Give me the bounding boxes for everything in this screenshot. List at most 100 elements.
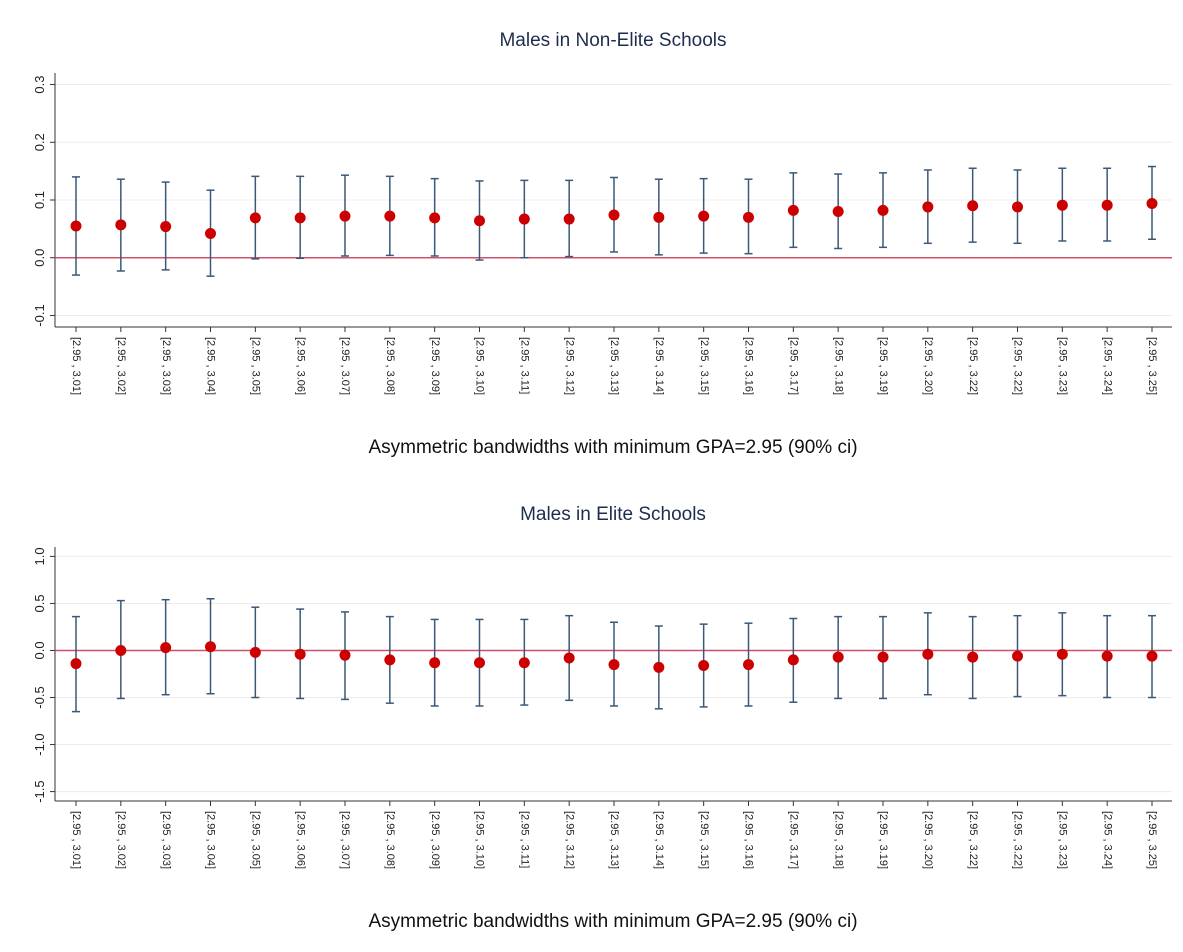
point (70, 220, 82, 232)
x-tick-label: [2.95 , 3.07] (339, 811, 351, 869)
x-tick-label: [2.95 , 3.17] (787, 337, 799, 395)
x-tick-label: [2.95 , 3.09] (429, 811, 441, 869)
point (877, 651, 889, 663)
point (429, 212, 441, 224)
x-tick-label: [2.95 , 3.01] (70, 811, 82, 869)
point (1012, 201, 1023, 213)
x-axis-label: Asymmetric bandwidths with minimum GPA=2… (368, 911, 857, 932)
point (339, 210, 351, 222)
point (563, 213, 575, 225)
point (160, 221, 172, 233)
x-tick-label: [2.95 , 3.06] (294, 811, 306, 869)
point (70, 658, 82, 670)
point (787, 654, 799, 666)
point (115, 219, 127, 231)
point (294, 648, 306, 660)
point (249, 646, 261, 658)
y-tick-label: 0.0 (32, 641, 47, 659)
point (698, 660, 710, 672)
y-tick-label: -0.1 (32, 304, 47, 326)
point (608, 209, 620, 221)
x-tick-label: [2.95 , 3.16] (743, 811, 755, 869)
x-tick-label: [2.95 , 3.22] (1012, 811, 1024, 869)
point (787, 204, 799, 216)
point (474, 657, 485, 669)
point (877, 204, 889, 216)
x-tick-label: [2.95 , 3.05] (249, 811, 261, 869)
x-tick-label: [2.95 , 3.17] (787, 811, 799, 869)
y-tick-label: -1.0 (32, 733, 47, 755)
x-tick-label: [2.95 , 3.24] (1101, 337, 1113, 395)
x-tick-label: [2.95 , 3.10] (474, 811, 486, 869)
x-tick-label: [2.95 , 3.13] (608, 811, 620, 869)
point (384, 654, 396, 666)
x-tick-label: [2.95 , 3.14] (653, 337, 665, 395)
y-tick-label: 0.2 (32, 133, 47, 151)
x-tick-label: [2.95 , 3.11] (518, 811, 530, 868)
point (294, 212, 306, 224)
x-tick-label: [2.95 , 3.03] (160, 337, 172, 395)
point (1146, 197, 1158, 209)
y-tick-label: 1.0 (32, 547, 47, 565)
point (518, 657, 530, 669)
x-tick-label: [2.95 , 3.03] (160, 811, 172, 869)
point (563, 652, 575, 664)
point (1146, 650, 1158, 662)
x-tick-label: [2.95 , 3.14] (653, 811, 665, 869)
chart-title: Males in Elite Schools (520, 504, 706, 525)
point (115, 644, 127, 656)
x-tick-label: [2.95 , 3.02] (115, 337, 127, 395)
x-tick-label: [2.95 , 3.20] (922, 811, 934, 869)
x-tick-label: [2.95 , 3.04] (205, 811, 217, 869)
point (1056, 199, 1068, 211)
y-tick-label: 0.1 (32, 191, 47, 209)
x-tick-label: [2.95 , 3.23] (1056, 337, 1068, 395)
x-tick-label: [2.95 , 3.08] (384, 337, 396, 395)
x-tick-label: [2.95 , 3.08] (384, 811, 396, 869)
point (743, 659, 754, 671)
x-tick-label: [2.95 , 3.11] (518, 337, 530, 394)
point (1056, 648, 1068, 660)
point (1101, 650, 1113, 662)
x-tick-label: [2.95 , 3.18] (832, 337, 844, 395)
point (1101, 199, 1113, 211)
y-tick-label: 0.5 (32, 594, 47, 612)
x-tick-label: [2.95 , 3.22] (967, 811, 979, 869)
y-tick-label: 0.0 (32, 249, 47, 267)
point (249, 212, 261, 224)
x-tick-label: [2.95 , 3.23] (1056, 811, 1068, 869)
x-tick-label: [2.95 , 3.16] (743, 337, 755, 395)
point (339, 649, 351, 661)
chart-title: Males in Non-Elite Schools (499, 30, 726, 51)
point (832, 206, 844, 218)
x-tick-label: [2.95 , 3.13] (608, 337, 620, 395)
point (608, 659, 620, 671)
point (922, 201, 934, 213)
x-tick-label: [2.95 , 3.04] (205, 337, 217, 395)
x-tick-label: [2.95 , 3.15] (698, 811, 710, 869)
point (205, 227, 216, 239)
point (967, 200, 979, 212)
x-tick-label: [2.95 , 3.25] (1146, 337, 1158, 395)
x-tick-label: [2.95 , 3.02] (115, 811, 127, 869)
point (832, 651, 844, 663)
x-tick-label: [2.95 , 3.15] (698, 337, 710, 395)
x-tick-label: [2.95 , 3.22] (1012, 337, 1024, 395)
point (698, 210, 710, 222)
x-tick-label: [2.95 , 3.10] (474, 337, 486, 395)
y-tick-label: -1.5 (32, 780, 47, 802)
x-tick-label: [2.95 , 3.12] (563, 811, 575, 869)
point (1012, 650, 1023, 662)
x-tick-label: [2.95 , 3.20] (922, 337, 934, 395)
x-tick-label: [2.95 , 3.24] (1101, 811, 1113, 869)
point (922, 648, 934, 660)
point (653, 661, 665, 673)
point (205, 641, 216, 653)
x-axis-label: Asymmetric bandwidths with minimum GPA=2… (368, 437, 857, 458)
x-tick-label: [2.95 , 3.01] (70, 337, 82, 395)
point (743, 211, 754, 223)
x-tick-label: [2.95 , 3.07] (339, 337, 351, 395)
x-tick-label: [2.95 , 3.25] (1146, 811, 1158, 869)
y-tick-label: -0.5 (32, 686, 47, 708)
x-tick-label: [2.95 , 3.19] (877, 811, 889, 869)
